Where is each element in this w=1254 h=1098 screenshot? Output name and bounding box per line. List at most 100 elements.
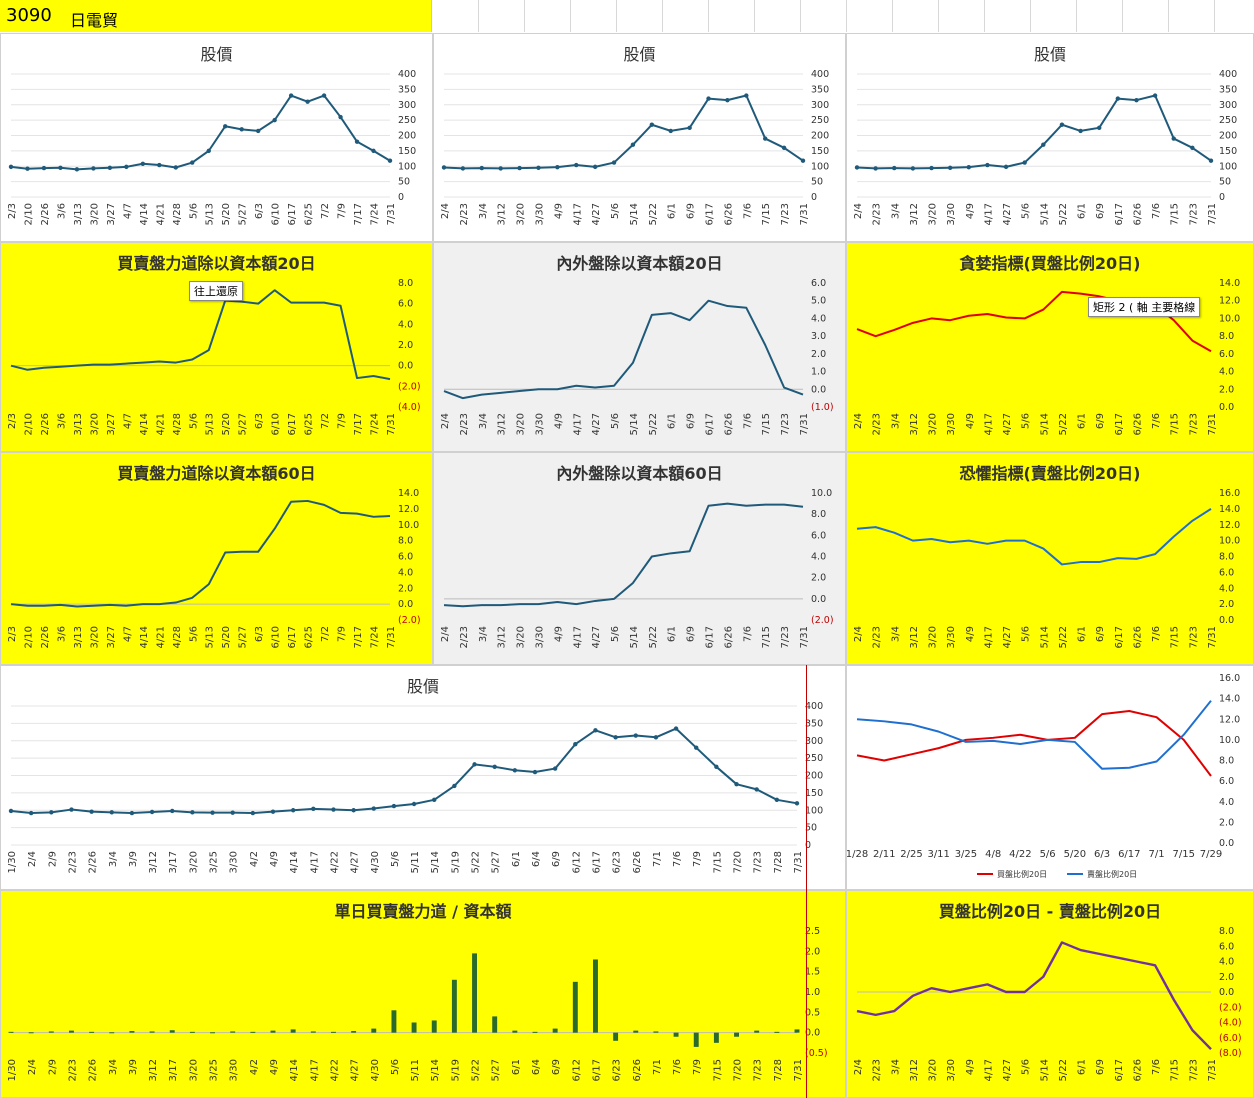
x-tick-label: 7/24 [370, 626, 381, 648]
x-tick-label: 7/9 [337, 626, 348, 642]
x-tick-label: 5/6 [1021, 1059, 1032, 1075]
empty-cell[interactable] [984, 0, 1030, 32]
x-tick-label: 6/9 [551, 1059, 562, 1075]
price-chart-wide[interactable]: 股價 0 50 100 150 200 250 300 350 400 1/30 2/4 2/9 2/23… [0, 665, 846, 890]
data-point [673, 726, 679, 731]
y-tick-label: 10.0 [811, 488, 832, 499]
x-tick-label: 6/3 [254, 413, 265, 429]
x-tick-label: 2/4 [440, 203, 451, 219]
data-point [371, 806, 376, 811]
empty-cell[interactable] [800, 0, 846, 32]
x-tick-label: 4/2 [249, 1059, 260, 1075]
x-tick-label: 4/28 [172, 626, 183, 648]
daily-force-bar-chart[interactable]: 單日買賣盤力道 / 資本額 (0.5) 0.0 0.5 1.0 1.5 2.0 2.5 1/30… [0, 890, 846, 1098]
bar [28, 1032, 34, 1034]
x-tick-label: 4/21 [155, 203, 166, 225]
x-tick-label: 3/25 [209, 1059, 220, 1081]
data-point [573, 742, 578, 747]
buy-sell-force-20d-chart[interactable]: 買賣盤力道除以資本額20日 (4.0) (2.0) 0.0 2.0 4.0 6.0 8.0 2/… [0, 242, 433, 452]
x-tick-label: 4/7 [122, 626, 133, 642]
data-point [49, 810, 54, 815]
fear-index-chart[interactable]: 恐懼指標(賣盤比例20日) 0.0 2.0 4.0 6.0 8.0 10.0 12.0 14.0… [846, 452, 1254, 665]
ratio-diff-chart[interactable]: 買盤比例20日 - 賣盤比例20日 (8.0) (6.0) (4.0) (2.0) 0.0… [846, 890, 1254, 1098]
empty-cell[interactable] [570, 0, 616, 32]
x-tick-label: 6/9 [1095, 1059, 1106, 1075]
x-tick-label: 7/6 [672, 851, 683, 867]
buy-vs-sell-ratio-chart[interactable]: 0.0 2.0 4.0 6.0 8.0 10.0 12.0 14.0 16.0 1/28 2/11 2… [846, 665, 1254, 890]
x-tick-label: 3/20 [928, 203, 939, 225]
bar [653, 1031, 659, 1033]
empty-cell[interactable] [846, 0, 892, 32]
data-point [706, 96, 711, 101]
restore-tooltip[interactable]: 往上還原 [189, 281, 243, 301]
price-chart-3[interactable]: 股價 0 50 100 150 200 250 300 350 400 2/4 2/23 3/4 3/12… [846, 33, 1254, 242]
x-tick-label: 3/30 [534, 203, 545, 225]
inner-outer-60d-chart[interactable]: 內外盤除以資本額60日 (2.0) 0.0 2.0 4.0 6.0 8.0 10.0 2/4 2/… [433, 452, 846, 665]
empty-cell[interactable] [616, 0, 662, 32]
data-point [321, 93, 327, 98]
data-point [157, 162, 162, 168]
empty-cell[interactable] [1030, 0, 1076, 32]
data-point [472, 762, 477, 767]
bar [451, 979, 457, 1033]
y-tick-label: 3.0 [811, 331, 826, 342]
price-chart-1[interactable]: 股價 0 50 100 150 200 250 300 350 400 2/3 2/10 2/26 3/6… [0, 33, 433, 242]
buy-sell-force-60d-chart[interactable]: 買賣盤力道除以資本額60日 (2.0) 0.0 2.0 4.0 6.0 8.0 10.0 12.… [0, 452, 433, 665]
data-point [725, 97, 730, 103]
empty-cell[interactable] [1076, 0, 1122, 32]
bar [351, 1031, 357, 1033]
bar [270, 1030, 276, 1033]
x-tick-label: 6/1 [667, 626, 678, 642]
empty-cell[interactable] [1122, 0, 1168, 32]
data-point [794, 801, 800, 806]
empty-cell[interactable] [1214, 0, 1254, 32]
chart-title: 買盤比例20日 - 賣盤比例20日 [939, 902, 1161, 921]
x-tick-label: 5/6 [390, 1059, 401, 1075]
x-tick-label: 6/26 [723, 413, 734, 435]
empty-cell[interactable] [662, 0, 708, 32]
x-tick-label: 6/25 [304, 626, 315, 648]
bar [754, 1030, 760, 1033]
x-tick-label: 3/30 [229, 1059, 240, 1081]
x-tick-label: 4/17 [983, 413, 994, 435]
empty-cell[interactable] [478, 0, 524, 32]
x-tick-label: 7/28 [773, 851, 784, 873]
data-point [460, 166, 466, 171]
price-chart-2[interactable]: 股價 0 50 100 150 200 250 300 350 400 2/4 2/23 3/4 3/12… [433, 33, 846, 242]
x-tick-label: 3/12 [497, 626, 508, 648]
x-tick-label: 6/12 [571, 851, 582, 873]
x-tick-label: 2/3 [7, 626, 18, 642]
data-point [391, 803, 397, 809]
data-point [1041, 142, 1046, 147]
inner-outer-20d-chart[interactable]: 內外盤除以資本額20日 (1.0) 0.0 1.0 2.0 3.0 4.0 5.0 6.0 2/4… [433, 242, 846, 452]
x-tick-label: 3/20 [516, 413, 527, 435]
x-tick-label: 7/9 [337, 203, 348, 219]
y-tick-label: 0 [805, 840, 811, 851]
bar [8, 1031, 14, 1033]
x-tick-label: 6/23 [612, 1059, 623, 1081]
x-tick-label: 7/31 [1207, 203, 1218, 225]
data-point [668, 128, 673, 134]
empty-cell[interactable] [708, 0, 754, 32]
y-tick-label: 0 [1219, 192, 1225, 203]
x-tick-label: 6/17 [1114, 203, 1125, 225]
empty-cell[interactable] [892, 0, 938, 32]
empty-cell[interactable] [754, 0, 800, 32]
empty-cell[interactable] [938, 0, 984, 32]
empty-cell[interactable] [524, 0, 570, 32]
data-point [633, 733, 638, 738]
y-tick-label: 0.5 [805, 1007, 820, 1018]
stock-name: 日電貿 [70, 11, 119, 30]
x-tick-label: 3/17 [168, 1059, 179, 1081]
x-tick-label: 5/19 [450, 851, 461, 873]
data-point [892, 165, 897, 171]
x-tick-label: 3/4 [108, 851, 119, 867]
data-point [1115, 96, 1121, 101]
x-tick-label: 2/23 [67, 851, 78, 873]
greed-index-chart[interactable]: 貪婪指標(買盤比例20日) 0.0 2.0 4.0 6.0 8.0 10.0 12.0 14.0… [846, 242, 1254, 452]
shape-tooltip[interactable]: 矩形 2 ( 軸 主要格線 [1088, 297, 1201, 317]
stock-title-cell[interactable]: 3090 日電貿 [0, 0, 432, 32]
empty-cell[interactable] [1168, 0, 1214, 32]
x-tick-label: 7/31 [1207, 1059, 1218, 1081]
y-tick-label: 2.0 [805, 946, 820, 957]
